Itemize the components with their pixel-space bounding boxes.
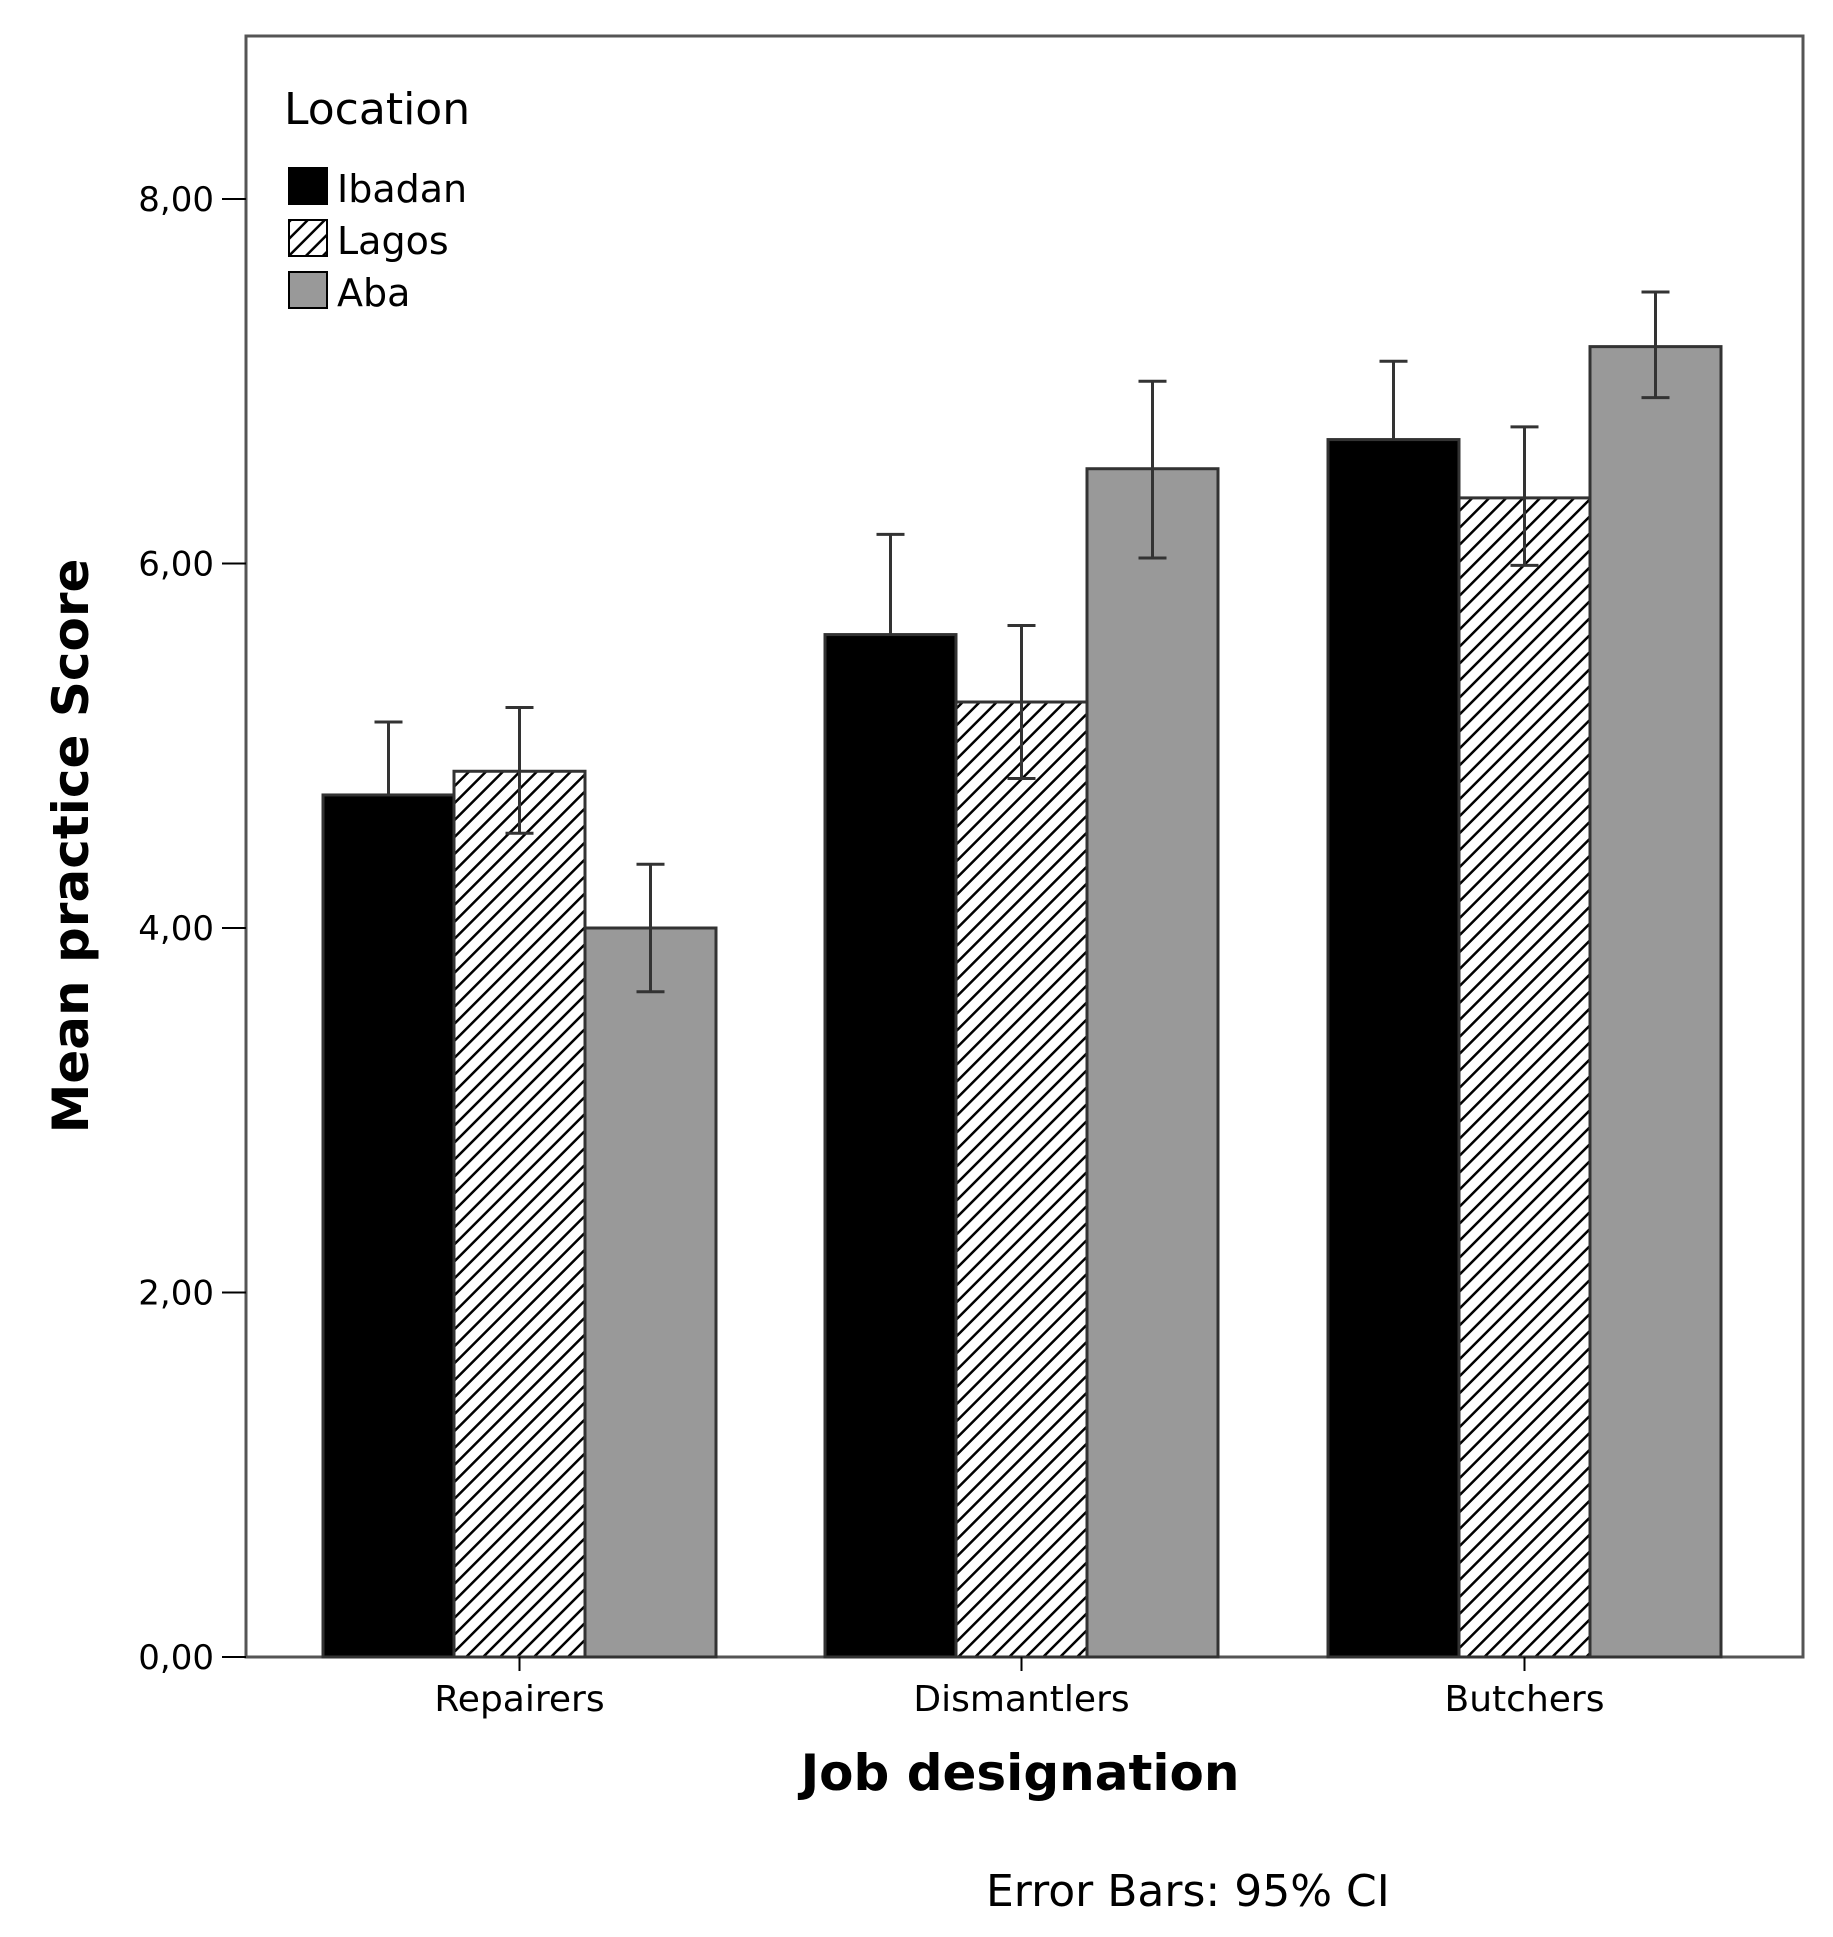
error-bar-lagos-repairers — [505, 705, 534, 835]
x-axis: Repairers Dismantlers Butchers — [434, 1657, 1604, 1720]
bars — [321, 345, 1723, 1659]
bar-aba-dismantlers — [1085, 467, 1220, 1659]
error-bar-lagos-dismantlers — [1007, 623, 1036, 781]
legend-label-lagos: Lagos — [337, 219, 449, 263]
y-axis-title: Mean practice Score — [42, 559, 100, 1134]
error-bar-ibadan-butchers — [1379, 359, 1408, 440]
bar-lagos-repairers — [452, 769, 587, 1659]
error-bars-note: Error Bars: 95% CI — [986, 1866, 1390, 1917]
bar-aba-butchers — [1588, 345, 1723, 1659]
bar-ibadan-dismantlers — [823, 633, 958, 1659]
error-bars — [374, 290, 1670, 994]
error-bar-lagos-butchers — [1510, 425, 1539, 567]
error-bar-ibadan-repairers — [374, 720, 403, 795]
bar-lagos-butchers — [1457, 496, 1592, 1659]
y-tick-label: 2,00 — [138, 1274, 214, 1314]
y-tick-label: 0,00 — [138, 1638, 214, 1678]
x-tick-label: Butchers — [1445, 1679, 1605, 1720]
x-tick-label: Dismantlers — [913, 1679, 1129, 1720]
y-tick-label: 6,00 — [138, 545, 214, 585]
bar-ibadan-butchers — [1326, 438, 1461, 1659]
legend-label-ibadan: Ibadan — [337, 167, 467, 211]
bar-lagos-dismantlers — [954, 700, 1089, 1659]
y-axis: 0,00 2,00 4,00 6,00 8,00 — [138, 180, 246, 1678]
error-bar-ibadan-dismantlers — [876, 532, 905, 635]
bar-ibadan-repairers — [321, 793, 456, 1659]
y-tick-label: 4,00 — [138, 909, 214, 949]
bar-aba-repairers — [583, 926, 718, 1659]
legend-swatch-aba — [288, 271, 328, 309]
legend-title: Location — [284, 84, 470, 135]
y-tick-label: 8,00 — [138, 180, 214, 220]
x-tick-label: Repairers — [434, 1679, 604, 1720]
error-bar-aba-butchers — [1641, 290, 1670, 400]
legend-swatch-ibadan — [288, 167, 328, 205]
error-bar-aba-repairers — [636, 862, 665, 994]
error-bar-aba-dismantlers — [1138, 379, 1167, 560]
legend-label-aba: Aba — [337, 271, 410, 315]
legend: Location Ibadan Lagos Aba — [284, 84, 470, 315]
legend-swatch-lagos — [288, 219, 328, 257]
x-axis-title: Job designation — [798, 1744, 1240, 1802]
